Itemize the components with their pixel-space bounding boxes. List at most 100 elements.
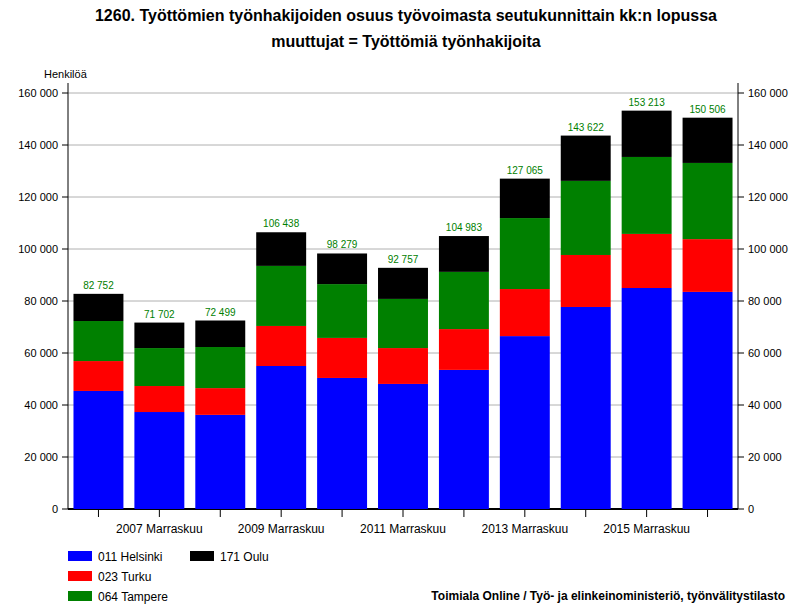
bar-segment [134, 412, 184, 509]
bar-segment [195, 321, 245, 348]
y-tick [62, 301, 68, 302]
bar-segment [500, 289, 550, 336]
x-tick [403, 509, 404, 517]
bar-segment [622, 288, 672, 509]
legend-label: 064 Tampere [98, 590, 168, 604]
series [73, 234, 732, 415]
bar-segment [134, 323, 184, 348]
bar-segment [561, 307, 611, 509]
y2-tick-label: 0 [748, 503, 754, 515]
bar-segment [683, 118, 733, 163]
bar-segment [378, 299, 428, 348]
y-tick [62, 145, 68, 146]
total-label: 72 499 [205, 307, 236, 318]
legend-label: 171 Oulu [220, 550, 269, 564]
total-label: 82 752 [83, 280, 114, 291]
y2-tick-label: 140 000 [748, 139, 788, 151]
x-tick-label: 2013 Marraskuu [481, 522, 568, 536]
y2-tick [738, 249, 744, 250]
x-tick [98, 509, 99, 517]
x-tick [220, 509, 221, 517]
bar-segment [73, 321, 123, 361]
subtitle: muuttujat = Työttömiä työnhakijoita [271, 33, 541, 50]
x-tick-label: 2009 Marraskuu [238, 522, 325, 536]
y2-tick [738, 145, 744, 146]
y-axis-label: Henkilöä [44, 68, 88, 80]
y-tick [62, 405, 68, 406]
x-tick-label: 2011 Marraskuu [360, 522, 446, 536]
y2-tick [738, 93, 744, 94]
bar-segment [561, 255, 611, 307]
y-tick [62, 93, 68, 94]
x-tick [707, 509, 708, 517]
y2-tick [738, 457, 744, 458]
bar-segment [683, 292, 733, 509]
legend-label: 011 Helsinki [98, 550, 162, 564]
bar-segment [256, 326, 306, 366]
bar-segment [317, 284, 367, 338]
source: Toimiala Online / Työ- ja elinkeinominis… [431, 589, 785, 603]
bar-segment [256, 266, 306, 326]
y2-tick [738, 301, 744, 302]
y-tick [62, 249, 68, 250]
y2-tick-label: 100 000 [748, 243, 788, 255]
y-tick [62, 197, 68, 198]
x-tick [159, 509, 160, 517]
bar-segment [378, 268, 428, 299]
bar-segment [134, 386, 184, 412]
bar-segment [195, 388, 245, 415]
total-label: 92 757 [388, 254, 419, 265]
bar-segment [622, 234, 672, 288]
total-label: 143 622 [568, 122, 605, 133]
axes: 0020 00020 00040 00040 00060 00060 00080… [18, 83, 788, 536]
x-tick-label: 2007 Marraskuu [116, 522, 203, 536]
legend-swatch [68, 571, 92, 581]
legend-label: 023 Turku [98, 570, 151, 584]
total-label: 153 213 [629, 97, 666, 108]
bar-segment [378, 348, 428, 384]
bar-segment [439, 329, 489, 370]
bar-segment [500, 336, 550, 509]
chart: 1260. Työttömien työnhakijoiden osuus ty… [0, 0, 812, 609]
y2-tick-label: 120 000 [748, 191, 788, 203]
legend: 011 Helsinki 023 Turku 064 Tampere 171 Oulu [68, 550, 269, 604]
bar-segment [256, 232, 306, 266]
total-label: 71 702 [144, 309, 175, 320]
total-label: 98 279 [327, 239, 358, 250]
bar-segment [317, 338, 367, 378]
y2-tick-label: 60 000 [748, 347, 782, 359]
series [73, 288, 732, 509]
y2-tick-label: 20 000 [748, 451, 782, 463]
y2-tick [738, 405, 744, 406]
y2-tick-label: 40 000 [748, 399, 782, 411]
y-tick-label: 20 000 [24, 451, 58, 463]
total-label: 127 065 [507, 165, 544, 176]
legend-swatch [190, 551, 214, 561]
y2-tick [738, 197, 744, 198]
x-tick [463, 509, 464, 517]
bar-segment [134, 348, 184, 386]
y-tick-label: 100 000 [18, 243, 58, 255]
total-label: 106 438 [263, 218, 300, 229]
y2-tick [738, 509, 744, 510]
bar-segment [683, 163, 733, 239]
bar-segment [439, 236, 489, 272]
bar-segment [561, 136, 611, 181]
legend-swatch [68, 591, 92, 601]
x-tick [646, 509, 647, 517]
bar-segment [195, 347, 245, 388]
x-tick-label: 2015 Marraskuu [603, 522, 690, 536]
y-tick-label: 0 [52, 503, 58, 515]
y-axis [68, 83, 69, 509]
total-label: 104 983 [446, 222, 483, 233]
bar-segment [73, 294, 123, 321]
grid-line [68, 93, 738, 94]
title: 1260. Työttömien työnhakijoiden osuus ty… [95, 7, 717, 24]
series [73, 111, 732, 348]
bar-segment [73, 361, 123, 391]
bar-segment [378, 384, 428, 509]
y-tick-label: 120 000 [18, 191, 58, 203]
legend-swatch [68, 551, 92, 561]
y2-tick [738, 353, 744, 354]
bar-segment [683, 239, 733, 292]
